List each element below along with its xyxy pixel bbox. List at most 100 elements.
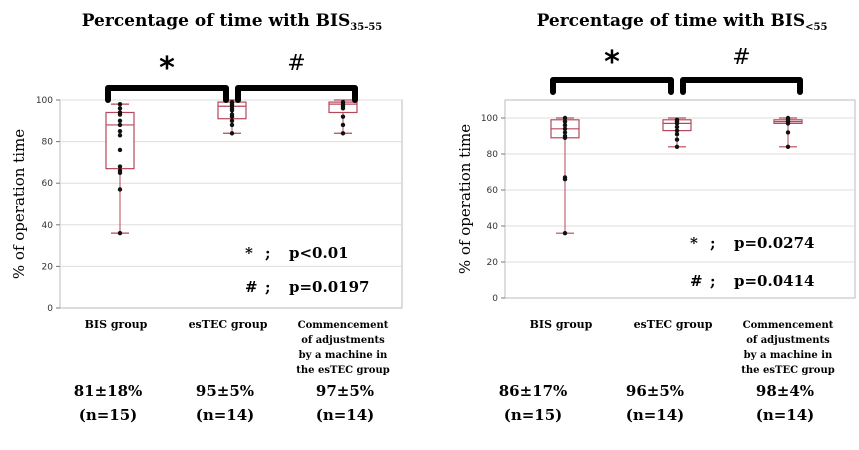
data-point	[117, 230, 123, 236]
chart-title-main: Percentage of time with BIS	[82, 11, 351, 31]
data-point	[117, 122, 123, 128]
pvalue-symbol: *	[245, 244, 253, 262]
data-point	[562, 135, 568, 140]
y-tick-label: 60	[42, 179, 54, 189]
category-label-line: Commencement	[298, 320, 389, 331]
significance-bracket	[235, 85, 358, 103]
pvalue-text: p=0.0274	[734, 234, 814, 252]
category-label-line: of adjustments	[746, 335, 830, 346]
y-tick-label: 80	[42, 138, 54, 148]
category-label-line: Commencement	[743, 320, 834, 331]
data-point	[785, 121, 791, 126]
significance-bracket	[105, 85, 229, 103]
data-point	[117, 187, 123, 192]
y-tick-label: 100	[481, 114, 498, 124]
chart-title-main: Percentage of time with BIS	[537, 11, 806, 31]
category-label-line: esTEC group	[189, 318, 268, 331]
y-tick-label: 100	[36, 96, 53, 106]
data-point	[117, 101, 123, 107]
category-label: BIS group	[530, 318, 593, 331]
y-tick-label: 80	[487, 150, 499, 160]
group-mean-sd: 81±18%	[74, 382, 143, 400]
data-point	[562, 231, 568, 236]
pvalue-text: p<0.01	[289, 244, 349, 262]
group-mean-sd: 98±4%	[756, 382, 814, 400]
data-point	[340, 114, 346, 119]
data-point	[562, 115, 568, 121]
data-point	[340, 106, 346, 111]
group-mean-sd: 96±5%	[626, 382, 684, 400]
data-point	[117, 129, 123, 134]
box-2	[217, 99, 247, 136]
group-mean-sd: 95±5%	[196, 382, 254, 400]
data-point	[229, 114, 235, 119]
category-label-line: of adjustments	[301, 335, 385, 346]
group-n: (n=15)	[79, 406, 138, 424]
significance-symbol: #	[732, 45, 750, 70]
chart-title-subscript: 35-55	[350, 22, 382, 33]
data-point	[674, 132, 680, 137]
pvalue-symbol: *	[690, 234, 698, 252]
pvalue-separator: ;	[265, 244, 271, 262]
data-point	[562, 130, 568, 135]
data-point	[229, 118, 235, 124]
data-point	[229, 131, 235, 136]
category-label-line: BIS group	[530, 318, 593, 331]
box-3	[773, 115, 803, 149]
category-label: Commencement of adjustments by a machine i…	[741, 320, 834, 376]
y-tick-label: 40	[487, 222, 499, 232]
group-mean-sd: 97±5%	[316, 382, 374, 400]
data-point	[340, 131, 346, 136]
category-label-line: by a machine in	[744, 350, 833, 361]
group-n: (n=14)	[196, 406, 255, 424]
significance-bracket	[550, 77, 674, 95]
data-point	[117, 118, 123, 124]
pvalue-separator: ;	[710, 272, 716, 290]
data-point	[562, 177, 568, 182]
category-label-line: esTEC group	[634, 318, 713, 331]
group-mean-sd: 86±17%	[499, 382, 568, 400]
data-point	[117, 164, 123, 169]
group-n: (n=14)	[626, 406, 685, 424]
data-point	[674, 128, 680, 133]
data-point	[785, 130, 791, 135]
y-tick-label: 60	[487, 186, 499, 196]
pvalue-separator: ;	[710, 234, 716, 252]
y-tick-label: 0	[47, 304, 53, 314]
category-label-line: by a machine in	[299, 350, 388, 361]
data-point	[229, 108, 235, 113]
data-point	[117, 147, 123, 153]
data-point	[674, 121, 680, 126]
y-tick-label: 20	[42, 262, 54, 272]
pvalue-separator: ;	[265, 278, 271, 296]
pvalue-symbol: #	[245, 278, 258, 296]
data-point	[117, 112, 123, 117]
pvalue-text: p=0.0414	[734, 272, 814, 290]
category-label-line: BIS group	[85, 318, 148, 331]
y-tick-label: 20	[487, 258, 499, 268]
pvalue-text: p=0.0197	[289, 278, 369, 296]
chart-panel-1: Percentage of time with BIS35-55 0 20 40 60 8…	[10, 11, 403, 424]
box-1	[105, 101, 135, 236]
data-point	[340, 122, 346, 128]
significance-symbol: *	[159, 51, 175, 86]
data-point	[117, 170, 123, 175]
data-point	[785, 144, 791, 149]
chart-title: Percentage of time with BIS35-55	[82, 11, 383, 33]
chart-title-subscript: <55	[805, 22, 827, 33]
significance-symbol: *	[604, 45, 620, 80]
pvalue-symbol: #	[690, 272, 703, 290]
significance-symbol: #	[287, 51, 305, 76]
box-2	[662, 117, 692, 149]
category-label-line: the esTEC group	[741, 365, 834, 376]
plot-frame	[504, 99, 856, 299]
y-tick-label: 40	[42, 221, 54, 231]
group-n: (n=15)	[504, 406, 563, 424]
box-3	[328, 99, 358, 136]
category-label: esTEC group	[634, 318, 713, 331]
box-1	[550, 115, 580, 236]
category-label-line: the esTEC group	[296, 365, 389, 376]
data-point	[562, 119, 568, 124]
y-axis-label: % of operation time	[10, 129, 28, 279]
